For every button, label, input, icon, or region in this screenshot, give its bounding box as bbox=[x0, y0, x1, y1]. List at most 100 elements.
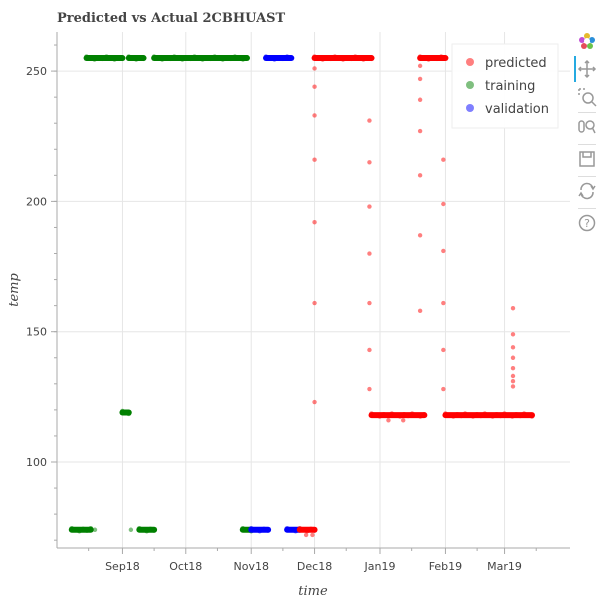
training-point bbox=[196, 55, 202, 61]
training-point bbox=[73, 527, 79, 533]
training-point bbox=[115, 54, 121, 60]
validation-point bbox=[265, 527, 271, 533]
x-tick-label: Feb19 bbox=[429, 560, 462, 573]
predicted-point bbox=[393, 412, 399, 418]
predicted-point bbox=[386, 418, 391, 423]
predicted-point bbox=[441, 201, 446, 207]
predicted-point bbox=[385, 413, 391, 419]
validation-point bbox=[263, 54, 269, 60]
training-point bbox=[92, 56, 98, 62]
predicted-point bbox=[405, 413, 411, 419]
box-zoom-icon[interactable] bbox=[576, 86, 598, 108]
predicted-point bbox=[458, 413, 464, 419]
wheel-zoom-icon[interactable] bbox=[576, 116, 598, 138]
validation-point bbox=[267, 55, 273, 61]
legend-item-training[interactable]: training bbox=[466, 79, 535, 94]
training-point bbox=[151, 527, 157, 533]
training-point bbox=[133, 56, 139, 62]
predicted-point bbox=[510, 373, 516, 379]
reset-icon[interactable] bbox=[576, 180, 598, 202]
predicted-point bbox=[450, 413, 456, 419]
predicted-point bbox=[441, 248, 446, 254]
save-icon[interactable] bbox=[576, 148, 598, 170]
predicted-point bbox=[413, 412, 419, 418]
predicted-point bbox=[417, 413, 423, 419]
training-point bbox=[200, 56, 206, 62]
training-point bbox=[191, 54, 197, 60]
predicted-point bbox=[417, 76, 423, 82]
validation-point bbox=[248, 526, 254, 532]
predicted-point bbox=[486, 412, 492, 418]
legend-label-training: training bbox=[485, 79, 535, 94]
predicted-point bbox=[312, 84, 317, 89]
predicted-point bbox=[490, 413, 496, 419]
pan-icon[interactable] bbox=[576, 58, 598, 80]
predicted-point bbox=[426, 56, 432, 62]
training-point bbox=[88, 55, 94, 61]
training-point bbox=[69, 526, 75, 532]
training-point bbox=[144, 528, 150, 534]
predicted-point bbox=[324, 54, 330, 60]
legend-item-validation[interactable]: validation bbox=[466, 102, 549, 117]
predicted-point bbox=[332, 54, 338, 60]
training-point bbox=[126, 411, 132, 417]
predicted-point bbox=[364, 54, 370, 60]
legend-swatch-training bbox=[466, 81, 474, 89]
predicted-point bbox=[389, 411, 395, 417]
predicted-point bbox=[446, 412, 452, 418]
predicted-point bbox=[369, 56, 375, 62]
y-axis-label: temp bbox=[7, 273, 22, 307]
predicted-point bbox=[369, 411, 375, 417]
predicted-point bbox=[312, 113, 317, 118]
predicted-point bbox=[517, 413, 523, 419]
predicted-point bbox=[510, 332, 516, 337]
x-tick-label: Nov18 bbox=[233, 560, 268, 573]
predicted-point bbox=[510, 355, 516, 360]
predicted-point bbox=[401, 418, 406, 423]
training-point bbox=[103, 54, 109, 60]
training-point bbox=[244, 54, 250, 60]
training-point bbox=[228, 56, 234, 62]
predicted-point bbox=[417, 308, 423, 314]
predicted-point bbox=[367, 204, 372, 209]
help-icon[interactable]: ? bbox=[576, 212, 598, 234]
predicted-point bbox=[360, 56, 366, 62]
x-tick-label: Sep18 bbox=[105, 560, 140, 573]
predicted-point bbox=[312, 527, 318, 533]
legend-item-predicted[interactable]: predicted bbox=[466, 56, 547, 71]
training-point bbox=[175, 55, 181, 61]
predicted-point bbox=[367, 118, 372, 123]
legend-label-validation: validation bbox=[485, 102, 549, 117]
y-tick-label: 150 bbox=[26, 326, 47, 339]
predicted-point bbox=[367, 347, 372, 353]
x-tick-label: Oct18 bbox=[169, 560, 202, 573]
predicted-point bbox=[421, 411, 427, 417]
predicted-point bbox=[470, 413, 476, 419]
x-tick-label: Dec18 bbox=[297, 560, 332, 573]
validation-point bbox=[257, 528, 263, 534]
bokeh-logo-icon[interactable] bbox=[576, 30, 598, 52]
predicted-point bbox=[312, 300, 317, 306]
x-axis-label: time bbox=[298, 584, 328, 599]
predicted-point bbox=[352, 54, 358, 60]
y-tick-label: 100 bbox=[26, 456, 47, 469]
training-point bbox=[92, 527, 98, 532]
series-predicted bbox=[296, 54, 535, 538]
predicted-point bbox=[356, 55, 362, 61]
predicted-point bbox=[367, 300, 372, 306]
series-training bbox=[68, 54, 255, 534]
training-point bbox=[240, 56, 246, 62]
predicted-point bbox=[474, 411, 480, 417]
predicted-point bbox=[501, 411, 507, 417]
training-point bbox=[151, 54, 157, 60]
predicted-point bbox=[510, 379, 516, 384]
training-point bbox=[84, 54, 90, 60]
predicted-point bbox=[312, 66, 317, 71]
y-tick-label: 250 bbox=[26, 65, 47, 78]
predicted-point bbox=[367, 160, 372, 165]
predicted-point bbox=[478, 413, 484, 419]
training-point bbox=[183, 54, 189, 60]
predicted-point bbox=[513, 411, 519, 417]
legend-label-predicted: predicted bbox=[485, 56, 547, 71]
